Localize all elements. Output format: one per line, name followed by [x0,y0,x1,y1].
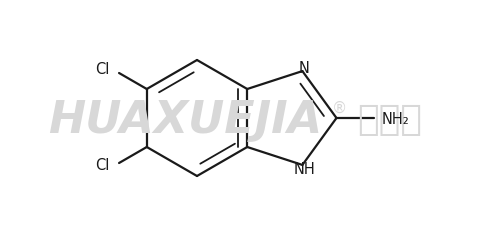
Text: 化学家: 化学家 [357,103,422,137]
Text: Cl: Cl [95,158,109,174]
Text: NH₂: NH₂ [382,112,409,126]
Text: Cl: Cl [95,62,109,78]
Text: HUAXUEJIA: HUAXUEJIA [48,98,322,142]
Text: NH: NH [294,162,315,177]
Text: N: N [299,60,310,76]
Text: ®: ® [332,101,348,115]
